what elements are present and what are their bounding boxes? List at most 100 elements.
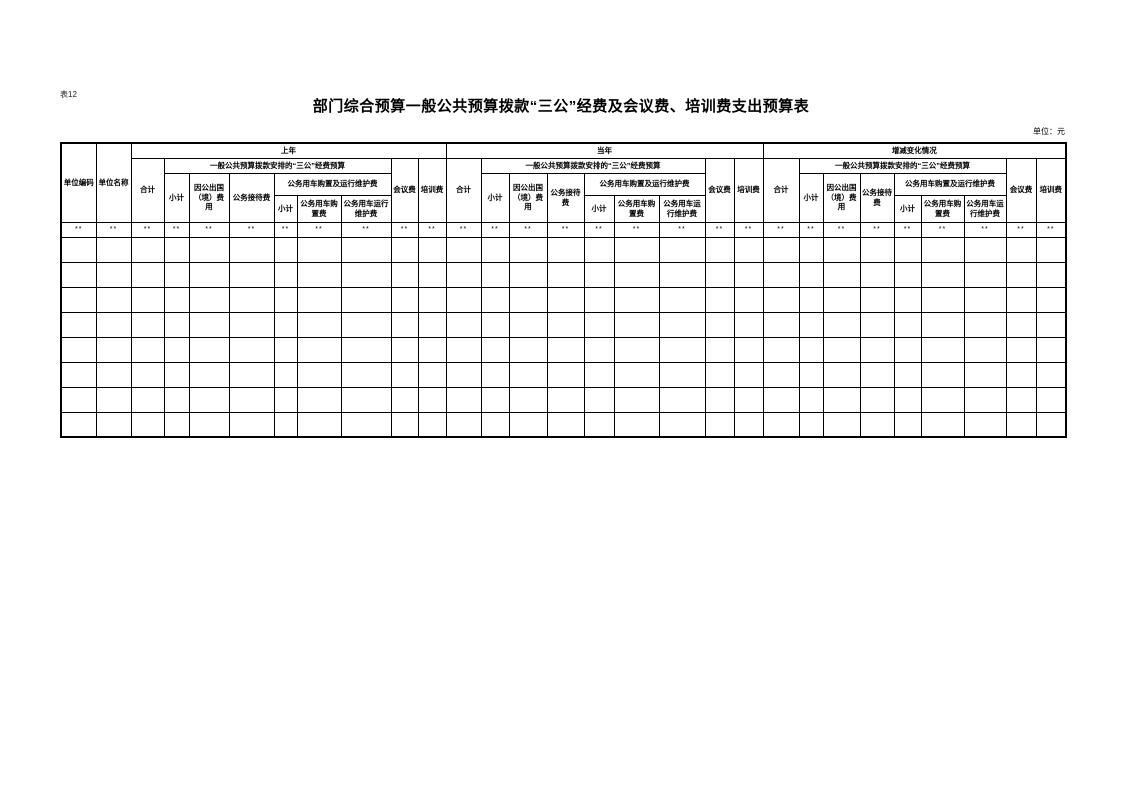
empty-cell <box>130 361 165 388</box>
empty-cell <box>583 336 615 363</box>
col-header-abroad: 因公出国（境）费用 <box>822 172 861 223</box>
empty-cell <box>296 361 342 388</box>
empty-cell <box>546 361 585 388</box>
empty-cell <box>480 411 510 438</box>
empty-cell <box>273 411 298 438</box>
empty-cell <box>340 236 392 263</box>
empty-cell <box>658 236 706 263</box>
empty-cell <box>613 411 660 438</box>
empty-cell <box>95 336 132 363</box>
empty-cell <box>60 261 97 288</box>
group-header-vehicle: 公务用车购置及运行维护费 <box>273 172 392 196</box>
empty-cell <box>762 236 800 263</box>
placeholder-cell: ** <box>704 221 735 238</box>
empty-cell <box>1035 361 1067 388</box>
group-header-vehicle: 公务用车购置及运行维护费 <box>893 172 1007 196</box>
empty-cell <box>480 361 510 388</box>
empty-cell <box>417 286 447 313</box>
empty-cell <box>546 261 585 288</box>
empty-cell <box>893 386 922 413</box>
empty-cell <box>893 311 922 338</box>
empty-cell <box>704 286 735 313</box>
empty-cell <box>95 236 132 263</box>
placeholder-cell: ** <box>822 221 861 238</box>
empty-cell <box>920 286 965 313</box>
empty-cell <box>733 311 764 338</box>
empty-cell <box>822 261 861 288</box>
empty-cell <box>228 336 275 363</box>
empty-cell <box>228 236 275 263</box>
empty-cell <box>273 361 298 388</box>
empty-cell <box>613 286 660 313</box>
empty-cell <box>1035 411 1067 438</box>
col-header-reception: 公务接待费 <box>228 172 275 223</box>
empty-cell <box>60 386 97 413</box>
placeholder-cell: ** <box>163 221 190 238</box>
empty-cell <box>583 261 615 288</box>
placeholder-cell: ** <box>798 221 824 238</box>
empty-cell <box>704 236 735 263</box>
col-header-abroad: 因公出国（境）费用 <box>188 172 230 223</box>
empty-cell <box>480 386 510 413</box>
empty-cell <box>296 411 342 438</box>
empty-cell <box>188 261 230 288</box>
empty-cell <box>445 361 482 388</box>
empty-cell <box>1035 311 1067 338</box>
empty-cell <box>60 336 97 363</box>
col-header-meeting: 会议费 <box>704 157 735 223</box>
empty-cell <box>963 361 1007 388</box>
empty-cell <box>480 311 510 338</box>
empty-cell <box>508 336 548 363</box>
empty-cell <box>480 236 510 263</box>
empty-cell <box>546 286 585 313</box>
empty-cell <box>130 236 165 263</box>
placeholder-cell: ** <box>583 221 615 238</box>
empty-cell <box>762 386 800 413</box>
empty-cell <box>273 336 298 363</box>
col-header-training: 培训费 <box>1035 157 1067 223</box>
col-header-vehicle-maintenance: 公务用车运行维护费 <box>340 194 392 223</box>
empty-cell <box>583 236 615 263</box>
empty-cell <box>340 361 392 388</box>
placeholder-cell: ** <box>546 221 585 238</box>
empty-cell <box>508 311 548 338</box>
empty-cell <box>163 286 190 313</box>
empty-cell <box>798 336 824 363</box>
empty-cell <box>445 286 482 313</box>
col-header-unit-code: 单位编码 <box>60 142 97 223</box>
placeholder-cell: ** <box>762 221 800 238</box>
placeholder-cell: ** <box>480 221 510 238</box>
empty-cell <box>733 236 764 263</box>
empty-cell <box>1005 236 1037 263</box>
empty-cell <box>417 311 447 338</box>
empty-cell <box>273 311 298 338</box>
empty-cell <box>228 311 275 338</box>
empty-cell <box>658 361 706 388</box>
col-header-vehicle-purchase: 公务用车购置费 <box>920 194 965 223</box>
empty-cell <box>445 261 482 288</box>
col-header-meeting: 会议费 <box>390 157 419 223</box>
empty-cell <box>273 236 298 263</box>
group-header-vehicle: 公务用车购置及运行维护费 <box>583 172 706 196</box>
placeholder-cell: ** <box>613 221 660 238</box>
empty-row <box>60 311 1067 338</box>
empty-cell <box>163 361 190 388</box>
empty-cell <box>445 411 482 438</box>
empty-cell <box>188 411 230 438</box>
empty-cell <box>1005 311 1037 338</box>
placeholder-cell: ** <box>1005 221 1037 238</box>
empty-cell <box>340 261 392 288</box>
empty-row <box>60 386 1067 413</box>
empty-cell <box>390 286 419 313</box>
group-header-sangong: 一般公共预算拨款安排的“三公”经费预算 <box>798 157 1007 174</box>
empty-cell <box>963 386 1007 413</box>
empty-cell <box>859 286 895 313</box>
empty-cell <box>130 411 165 438</box>
empty-cell <box>920 236 965 263</box>
empty-cell <box>445 336 482 363</box>
col-header-training: 培训费 <box>733 157 764 223</box>
empty-cell <box>188 336 230 363</box>
empty-cell <box>417 386 447 413</box>
empty-cell <box>390 361 419 388</box>
page-title: 部门综合预算一般公共预算拨款“三公”经费及会议费、培训费支出预算表 <box>312 98 810 115</box>
